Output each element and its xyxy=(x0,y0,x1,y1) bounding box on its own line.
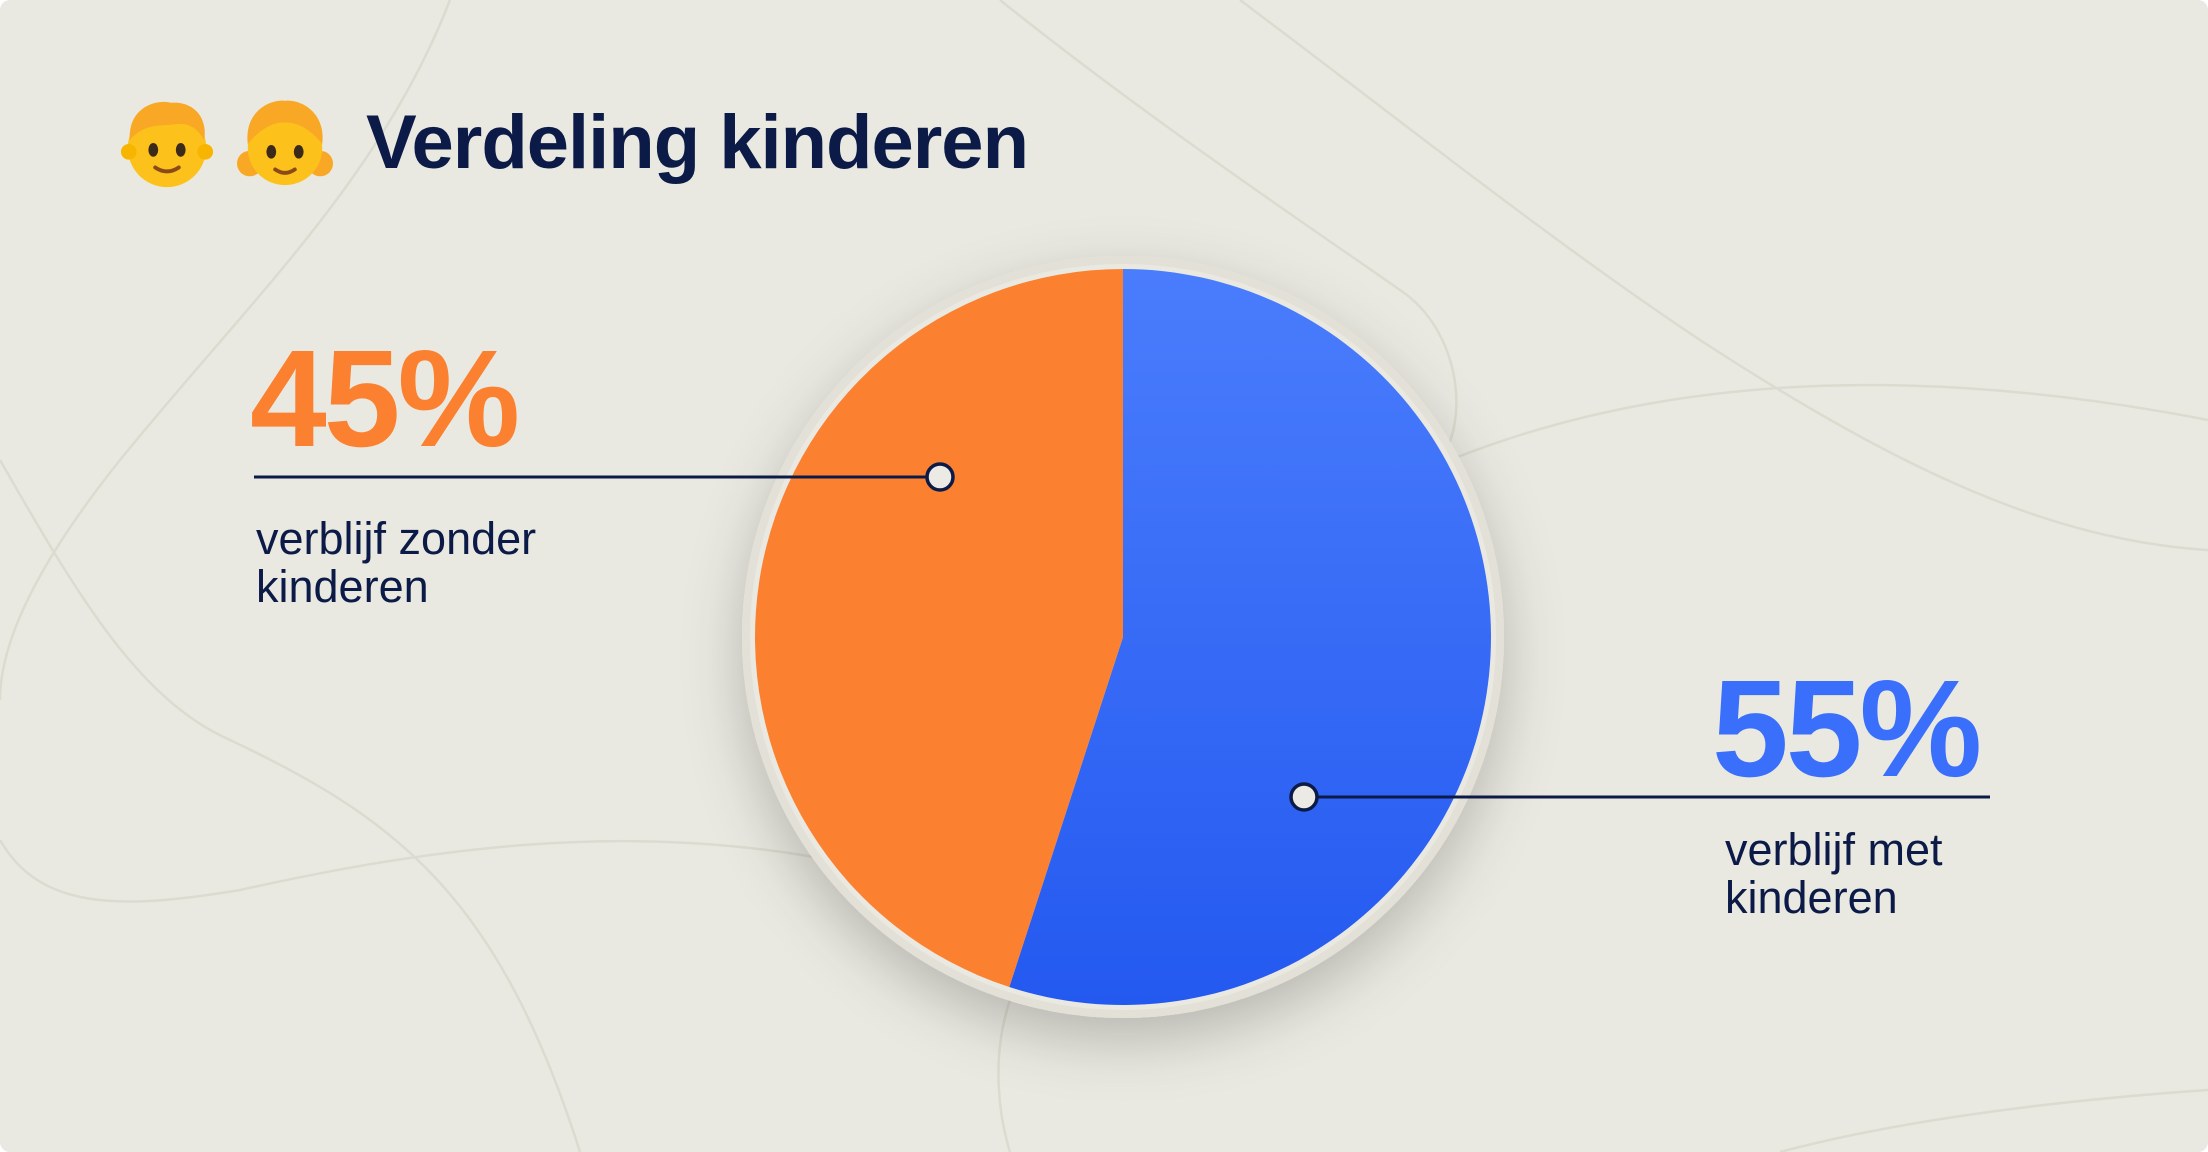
title-row: Verdeling kinderen xyxy=(118,90,1029,194)
label-zonder-line-1: verblijf zonder xyxy=(256,513,537,564)
pie-slice-zonder-kinderen xyxy=(755,269,1123,987)
boy-face-icon xyxy=(120,101,214,188)
label-met-line-1: verblijf met xyxy=(1725,824,1943,875)
zonder-marker-dot xyxy=(925,462,955,492)
value-label-met: 55% xyxy=(1712,652,1982,806)
pie-slice-met-kinderen xyxy=(1009,269,1491,1005)
met-marker-dot xyxy=(1289,782,1319,812)
label-zonder: verblijf zonder kinderen xyxy=(256,515,596,611)
girl-face-icon xyxy=(236,100,334,186)
value-label-zonder: 45% xyxy=(250,322,520,476)
label-met-line-2: kinderen xyxy=(1725,872,1898,923)
page-title: Verdeling kinderen xyxy=(366,99,1029,185)
label-met: verblijf met kinderen xyxy=(1725,826,2065,922)
label-zonder-line-2: kinderen xyxy=(256,561,429,612)
